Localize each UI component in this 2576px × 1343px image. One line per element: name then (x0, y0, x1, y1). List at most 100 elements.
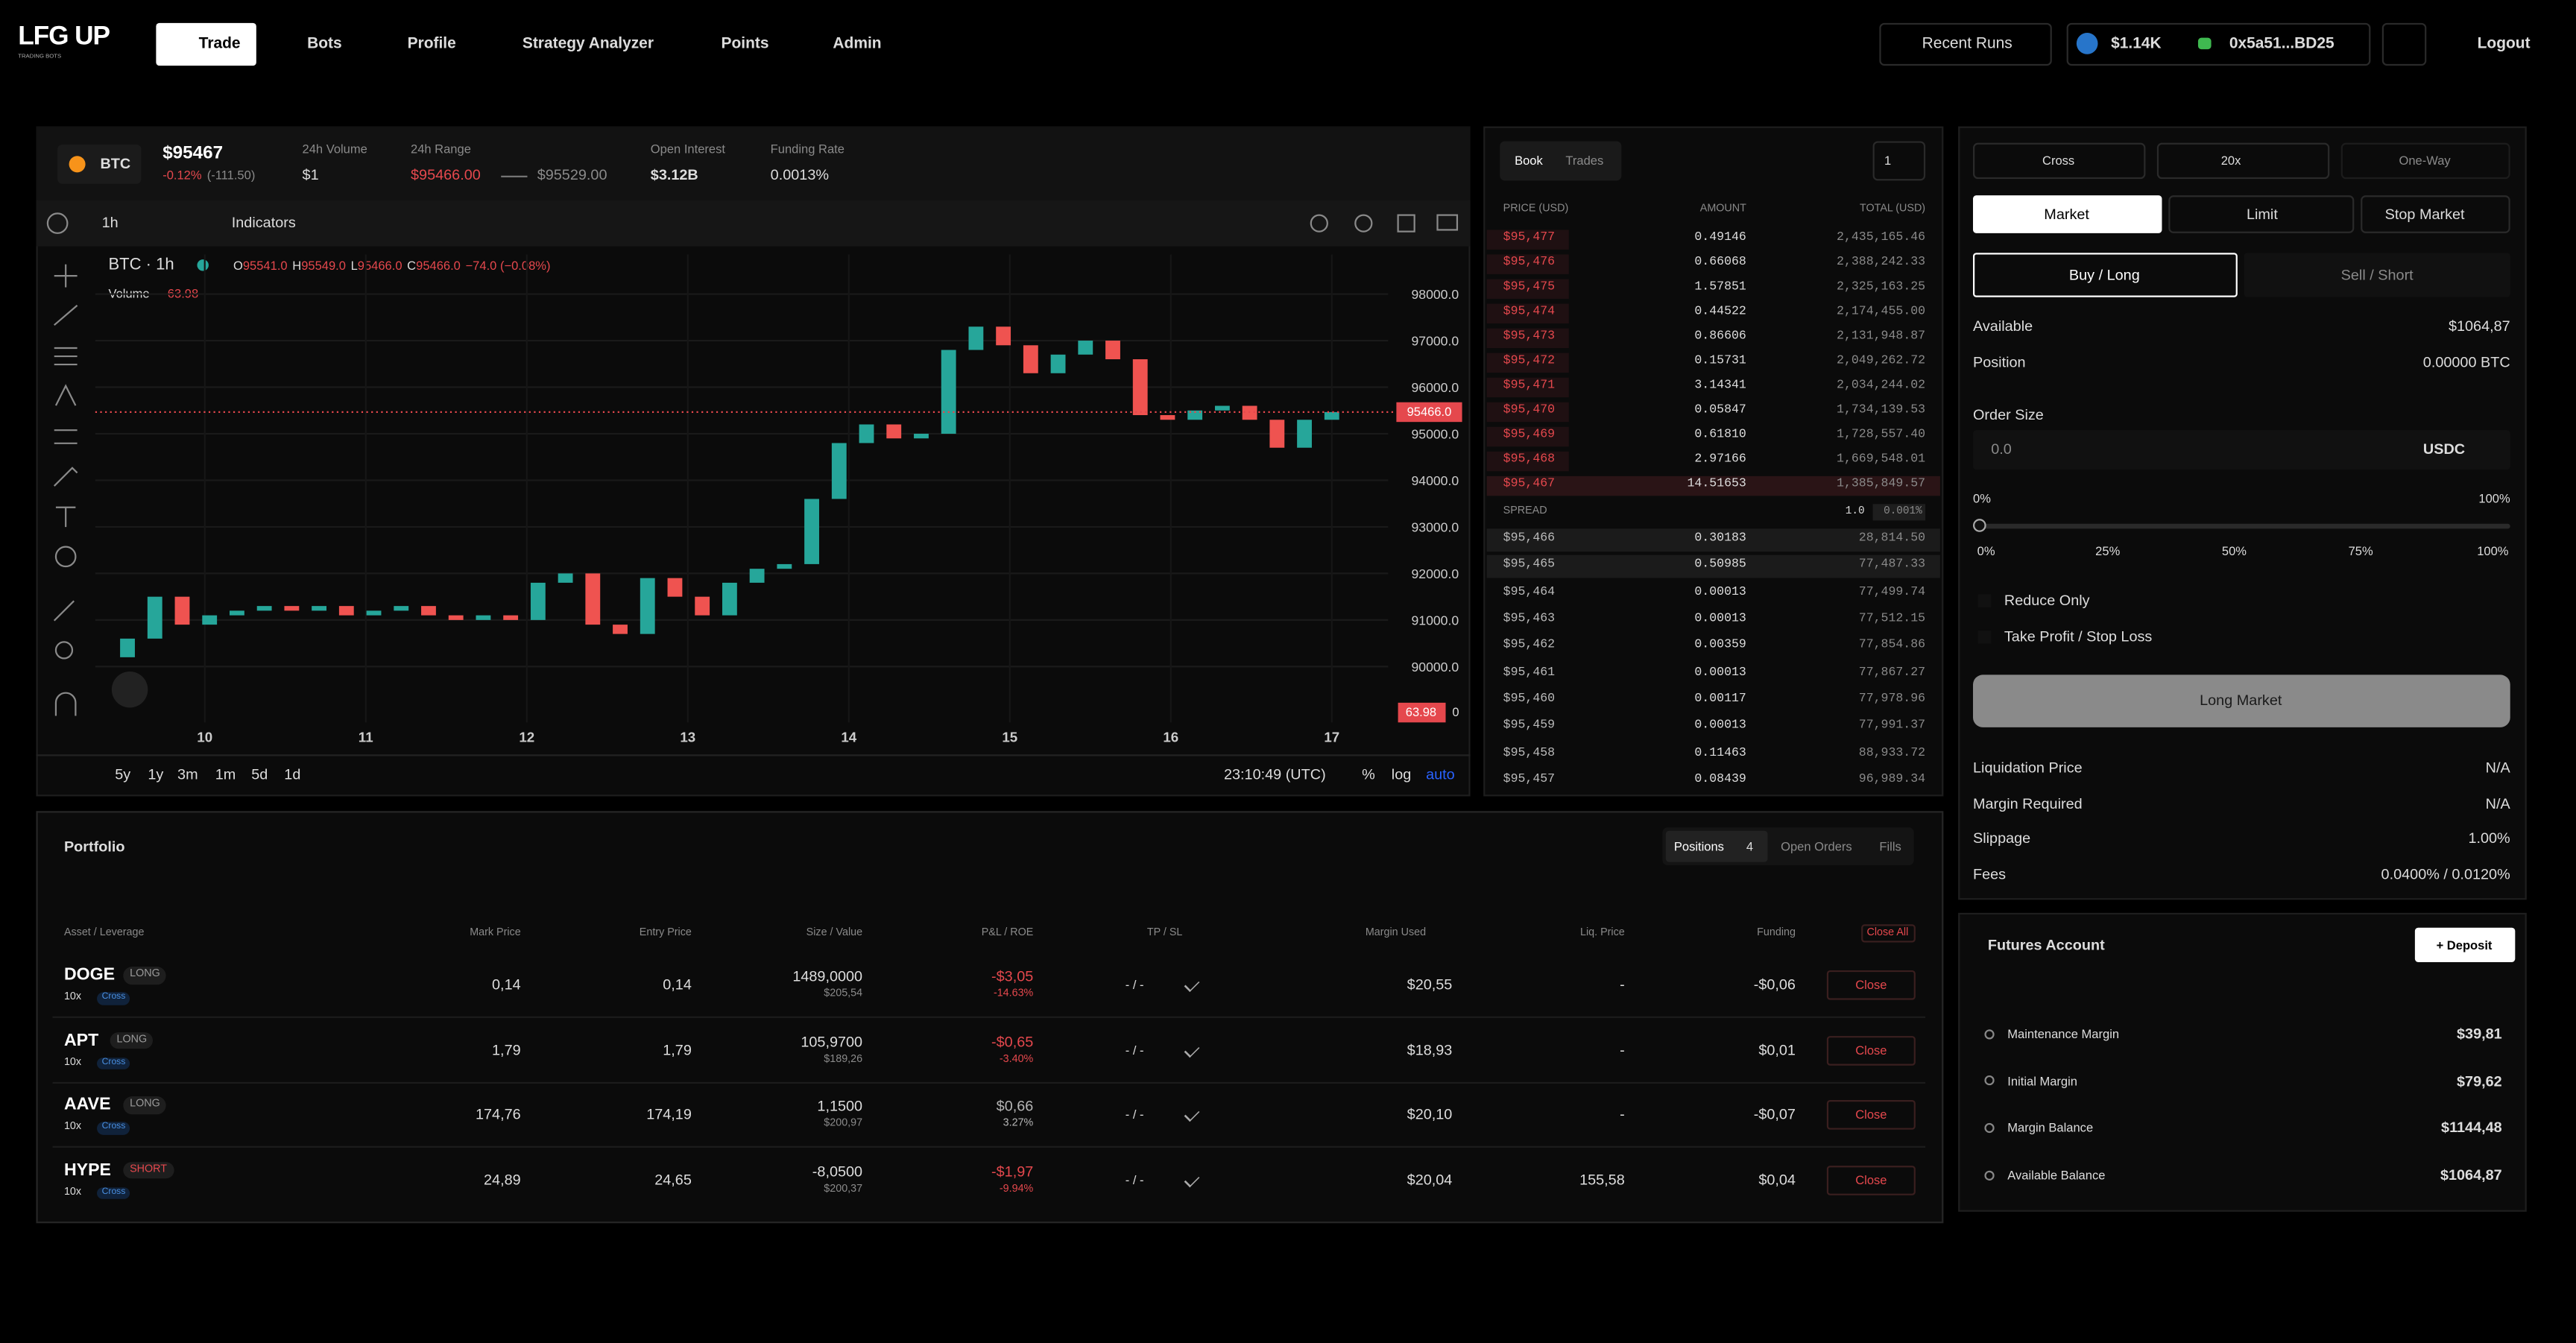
margin-mode-btn[interactable] (1973, 142, 2146, 180)
theme-toggle[interactable] (2381, 22, 2427, 66)
nav-item[interactable]: Trade (198, 34, 241, 54)
pct-toggle[interactable]: % (1362, 765, 1375, 783)
margin-mode[interactable]: Cross (2042, 153, 2075, 168)
position-mode[interactable]: One-Way (2399, 153, 2451, 168)
range-btn[interactable]: 3m (177, 765, 198, 783)
ask-price[interactable]: $95,469 (1503, 429, 1556, 443)
close[interactable]: Close (1855, 1107, 1887, 1122)
ask-price[interactable]: $95,468 (1503, 453, 1556, 467)
nav-item[interactable]: Points (721, 34, 769, 54)
nav-item[interactable]: Bots (307, 34, 342, 54)
ask-price[interactable]: $95,467 (1503, 478, 1556, 492)
indicators[interactable]: Indicators (231, 214, 296, 231)
asset[interactable]: APT (63, 1029, 99, 1050)
interval[interactable]: 1h (101, 214, 119, 231)
submit-btn[interactable] (1973, 674, 2510, 727)
close-btn[interactable] (1826, 1165, 1916, 1195)
order-type-btn[interactable] (2361, 195, 2510, 233)
close-btn[interactable] (1826, 1034, 1916, 1065)
currency[interactable]: USDC (2422, 440, 2466, 458)
position-mode-btn[interactable] (2340, 142, 2510, 180)
bid-total: 77,499.74 (1858, 586, 1926, 599)
account-value: $1064,87 (2440, 1166, 2502, 1184)
bid-price[interactable]: $95,458 (1503, 747, 1556, 761)
ask-price[interactable]: $95,475 (1503, 281, 1556, 294)
tab[interactable]: Positions (1673, 839, 1724, 855)
tab[interactable]: Open Orders (1781, 839, 1852, 855)
account-value: $39,81 (2457, 1025, 2502, 1042)
close-btn[interactable] (1826, 970, 1916, 1000)
ask-price[interactable]: $95,474 (1503, 306, 1556, 319)
bid-price[interactable]: $95,465 (1503, 559, 1556, 572)
nav-item[interactable]: Admin (833, 34, 882, 54)
ob-tab[interactable]: Trades (1565, 153, 1604, 168)
order-type[interactable]: Stop Market (2384, 206, 2465, 223)
ask-price[interactable]: $95,472 (1503, 355, 1556, 369)
wallet-btn[interactable] (2066, 22, 2371, 66)
side[interactable]: Buy / Long (2068, 266, 2140, 284)
leverage-btn[interactable] (2156, 142, 2330, 180)
recent-runs-btn[interactable] (1879, 22, 2052, 66)
ask-price[interactable]: $95,470 (1503, 404, 1556, 418)
bid-price[interactable]: $95,466 (1503, 532, 1556, 546)
range-btn[interactable]: 1d (284, 765, 301, 783)
slider-track[interactable] (1977, 523, 2510, 529)
ob-tab[interactable]: Book (1515, 153, 1543, 168)
tab[interactable]: Fills (1879, 839, 1901, 855)
size-placeholder[interactable]: 0.0 (1991, 440, 2012, 458)
asset[interactable]: HYPE (63, 1159, 111, 1180)
close[interactable]: Close (1855, 977, 1887, 993)
close[interactable]: Close (1855, 1042, 1887, 1058)
bid-price[interactable]: $95,461 (1503, 666, 1556, 680)
side-active[interactable] (1973, 253, 2238, 297)
wallet[interactable]: 0x5a51...BD25 (2229, 34, 2334, 54)
range-btn[interactable]: 1m (215, 765, 236, 783)
order-type-active[interactable] (1973, 195, 2162, 233)
side-btn[interactable] (2244, 253, 2510, 297)
close[interactable]: Close (1855, 1172, 1887, 1187)
size-input[interactable] (1973, 430, 2510, 470)
close-btn[interactable] (1826, 1100, 1916, 1130)
nav-item[interactable]: Strategy Analyzer (522, 34, 654, 54)
ask-price[interactable]: $95,476 (1503, 256, 1556, 270)
deposit[interactable]: + Deposit (2436, 938, 2493, 953)
recent-runs[interactable]: Recent Runs (1922, 34, 2012, 54)
range-btn[interactable]: 5d (251, 765, 268, 783)
bid-price[interactable]: $95,459 (1503, 720, 1556, 734)
checkbox[interactable] (1977, 594, 1992, 608)
bid-price[interactable]: $95,464 (1503, 586, 1556, 599)
submit[interactable]: Long Market (2200, 692, 2282, 709)
side[interactable]: Sell / Short (2340, 266, 2414, 284)
grouping[interactable]: 1 (1884, 153, 1892, 168)
bid-price[interactable]: $95,462 (1503, 639, 1556, 654)
bid-price[interactable]: $95,463 (1503, 613, 1556, 626)
slider-thumb[interactable] (1973, 519, 1986, 532)
close-all-btn[interactable] (1861, 924, 1916, 943)
close-all[interactable]: Close All (1866, 927, 1909, 939)
checkbox[interactable] (1977, 630, 1992, 644)
ask-price[interactable]: $95,477 (1503, 232, 1556, 245)
nav-item[interactable]: Profile (407, 34, 456, 54)
tpsl-toggle[interactable]: Take Profit / Stop Loss (2004, 628, 2153, 645)
range-btn[interactable]: 5y (115, 765, 131, 783)
ohlc-value: 95541.0 (242, 258, 288, 274)
grouping-select[interactable] (1872, 141, 1926, 181)
bid-price[interactable]: $95,457 (1503, 774, 1556, 788)
nav-active[interactable] (156, 22, 256, 66)
leverage[interactable]: 20x (2220, 153, 2241, 168)
auto-toggle[interactable]: auto (1426, 765, 1455, 783)
order-type-btn[interactable] (2168, 195, 2355, 233)
logout[interactable]: Logout (2477, 34, 2531, 54)
ask-price[interactable]: $95,473 (1503, 330, 1556, 344)
ask-price[interactable]: $95,471 (1503, 379, 1556, 394)
asset[interactable]: AAVE (63, 1094, 111, 1115)
bid-price[interactable]: $95,460 (1503, 693, 1556, 707)
order-type[interactable]: Limit (2246, 206, 2278, 223)
asset[interactable]: DOGE (63, 964, 116, 985)
reduce-only[interactable]: Reduce Only (2004, 592, 2090, 609)
order-type[interactable]: Market (2044, 206, 2089, 223)
deposit-btn[interactable] (2414, 927, 2516, 962)
logo[interactable]: LFG UP (18, 22, 110, 51)
log-toggle[interactable]: log (1391, 765, 1412, 783)
range-btn[interactable]: 1y (148, 765, 164, 783)
